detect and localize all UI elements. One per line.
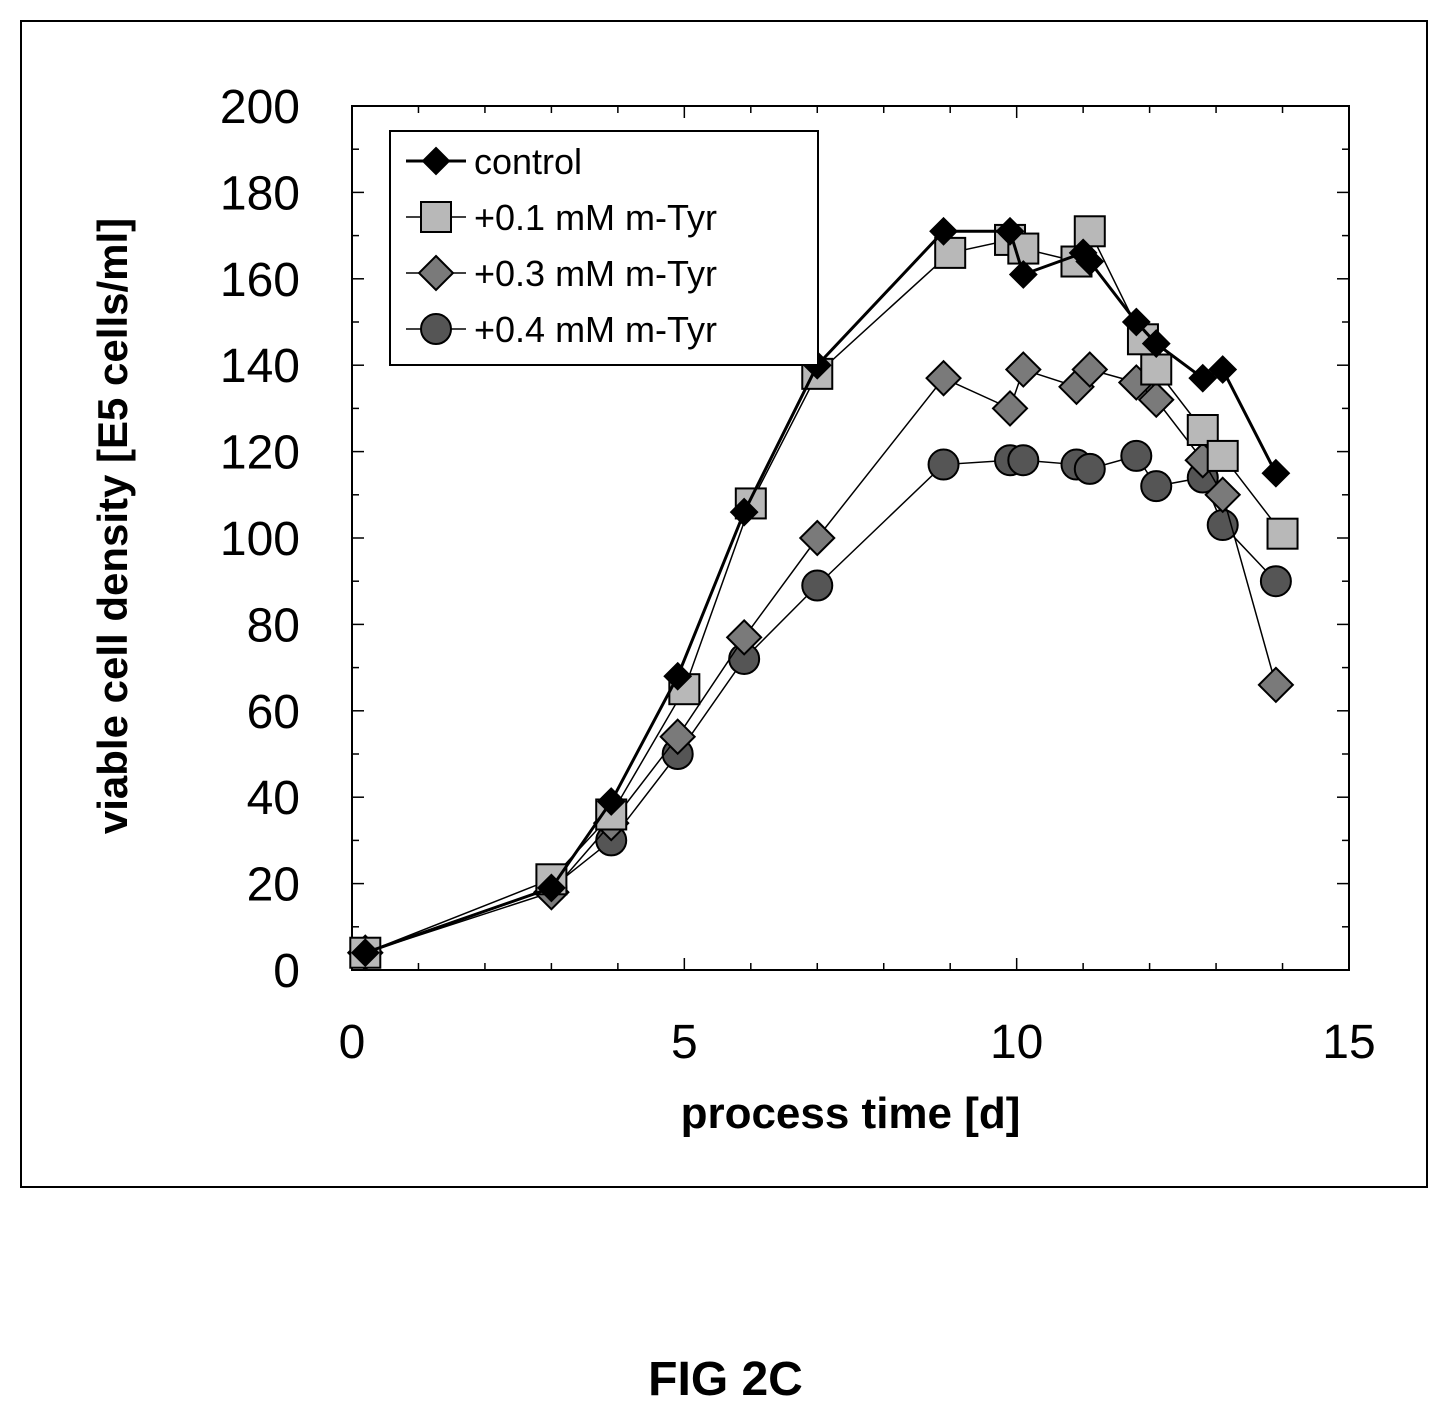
data-point [1261, 458, 1291, 488]
y-tick-label: 180 [220, 167, 300, 220]
data-point [663, 661, 693, 691]
x-tick-label: 0 [339, 1016, 366, 1069]
figure-frame [20, 20, 1428, 1188]
x-tick-label: 15 [1322, 1016, 1375, 1069]
data-point [1073, 452, 1106, 485]
data-point [1120, 439, 1153, 472]
data-point [659, 718, 697, 756]
data-point [350, 938, 380, 968]
data-point [596, 787, 626, 816]
series-0 [350, 216, 1291, 968]
data-point [725, 618, 763, 656]
data-point [934, 236, 967, 269]
y-tick-label: 60 [247, 686, 300, 739]
data-point [1206, 509, 1239, 542]
y-tick-label: 40 [247, 772, 300, 825]
legend-item: +0.3 mM m-Tyr [406, 253, 717, 294]
data-point [1140, 353, 1173, 386]
legend-label: +0.3 mM m-Tyr [474, 253, 717, 294]
legend-box [389, 130, 819, 366]
data-point [1004, 351, 1042, 388]
y-axis-label: viable cell density [E5 cells/ml] [89, 218, 136, 834]
data-point [1188, 363, 1218, 393]
legend-marker [420, 201, 452, 233]
series-3 [349, 439, 1292, 969]
y-tick-label: 120 [220, 427, 300, 480]
legend: control +0.1 mM m-Tyr +0.3 mM m-Tyr +0.4 mM… [389, 130, 819, 366]
legend-label: control [474, 141, 582, 182]
y-tick-label: 0 [273, 945, 300, 998]
plot-area: 0 5 10 15 0 20 40 60 80 100 120 140 160 180 200 process… [89, 81, 1376, 1138]
data-point [729, 497, 759, 527]
data-point [1140, 470, 1173, 503]
series-2 [346, 351, 1295, 972]
data-point [1007, 444, 1040, 477]
data-point [991, 389, 1029, 427]
legend-item: +0.4 mM m-Tyr [406, 309, 717, 350]
data-point [929, 216, 958, 246]
data-point [1204, 476, 1242, 514]
data-point [1208, 355, 1238, 384]
data-point [798, 519, 836, 557]
y-tick-label: 100 [220, 513, 300, 566]
x-tick-label: 5 [671, 1016, 698, 1069]
data-point [1073, 215, 1106, 248]
data-point [1206, 439, 1239, 472]
data-point [1141, 329, 1171, 359]
data-point [1008, 260, 1038, 289]
data-point [995, 216, 1025, 246]
legend-item: control [406, 141, 582, 182]
data-point [927, 448, 960, 481]
data-point [1071, 351, 1109, 388]
data-point [1137, 381, 1175, 419]
data-point [801, 569, 834, 602]
y-tick-label: 80 [247, 599, 300, 652]
data-point [1075, 247, 1105, 276]
legend-item: +0.1 mM m-Tyr [406, 197, 717, 238]
y-tick-label: 160 [220, 254, 300, 307]
legend-label: +0.4 mM m-Tyr [474, 309, 717, 350]
x-tick-label: 10 [990, 1016, 1043, 1069]
x-axis-label: process time [d] [681, 1089, 1021, 1138]
series-line [365, 368, 1277, 954]
legend-label: +0.1 mM m-Tyr [474, 197, 717, 238]
data-point [925, 359, 962, 397]
legend-marker [421, 146, 451, 176]
legend-marker [420, 313, 452, 345]
data-point [1266, 517, 1299, 550]
legend-marker [417, 254, 455, 292]
series-line [364, 229, 1278, 955]
y-tick-label: 20 [247, 859, 300, 912]
figure-caption: FIG 2C [648, 1353, 803, 1406]
data-point [1257, 666, 1295, 704]
data-point [1259, 565, 1292, 598]
y-tick-label: 200 [220, 81, 300, 134]
data-point [536, 873, 566, 903]
y-tick-label: 140 [220, 340, 300, 393]
data-point [1121, 307, 1151, 337]
